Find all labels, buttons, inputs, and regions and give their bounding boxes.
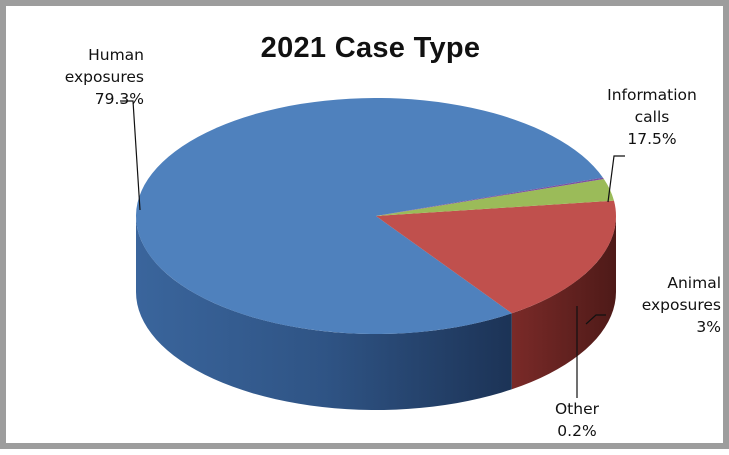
pie-slice-animal-exposures <box>376 178 614 216</box>
label-value: 3% <box>696 318 721 336</box>
label-line: Human <box>88 46 144 64</box>
pie-slice-information-calls <box>376 200 617 314</box>
data-label-animal-exposures: Animal exposures 3% <box>609 272 721 338</box>
pie-slice-human-exposures <box>135 98 603 335</box>
pie-slice-other <box>376 177 604 216</box>
label-value: 0.2% <box>557 422 597 440</box>
data-label-human-exposures: Human exposures 79.3% <box>32 44 144 110</box>
data-label-other: Other 0.2% <box>534 398 620 442</box>
pie-chart <box>120 98 625 410</box>
label-value: 79.3% <box>94 90 144 108</box>
pie-side-human-exposures <box>136 216 512 410</box>
label-line: Information <box>607 86 697 104</box>
chart-title: 2021 Case Type <box>260 32 481 64</box>
data-label-information-calls: Information calls 17.5% <box>582 84 722 150</box>
leader-line-animal-exposures <box>585 314 606 325</box>
label-line: calls <box>634 108 670 126</box>
leader-line-information-calls <box>607 155 625 203</box>
label-line: exposures <box>64 68 144 86</box>
leader-line-human-exposures <box>120 100 141 211</box>
label-value: 17.5% <box>627 130 677 148</box>
label-line: Animal <box>667 274 721 292</box>
label-line: Other <box>554 400 599 418</box>
label-line: exposures <box>641 296 721 314</box>
pie-side-information-calls <box>511 216 616 390</box>
